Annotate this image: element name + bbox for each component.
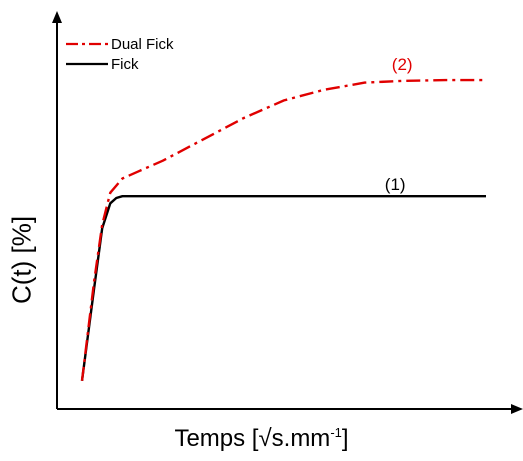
legend: Dual Fick Fick: [66, 36, 174, 73]
legend-label-dual-fick: Dual Fick: [111, 36, 174, 53]
x-axis-arrow: [511, 404, 523, 414]
x-axis-title-suffix: ]: [341, 425, 349, 452]
legend-label-fick: Fick: [111, 56, 139, 73]
y-axis-title-wrap: C(t) [%]: [2, 160, 42, 360]
x-axis-title: Temps [√s.mm-1]: [0, 425, 523, 453]
series-labels: (1) (2): [385, 55, 413, 194]
x-axis: [57, 404, 523, 414]
series-layer: [80, 78, 486, 381]
series-label-dual-fick: (2): [392, 55, 413, 74]
y-axis-arrow: [52, 11, 62, 23]
series-line-fick: [80, 195, 486, 381]
x-axis-title-superscript: -1: [330, 425, 342, 440]
x-axis-title-text: Temps [√s.mm: [174, 425, 331, 452]
y-axis: [52, 11, 62, 409]
y-axis-title: C(t) [%]: [6, 215, 37, 305]
series-label-fick: (1): [385, 175, 406, 194]
series-line-dual-fick: [80, 78, 486, 381]
